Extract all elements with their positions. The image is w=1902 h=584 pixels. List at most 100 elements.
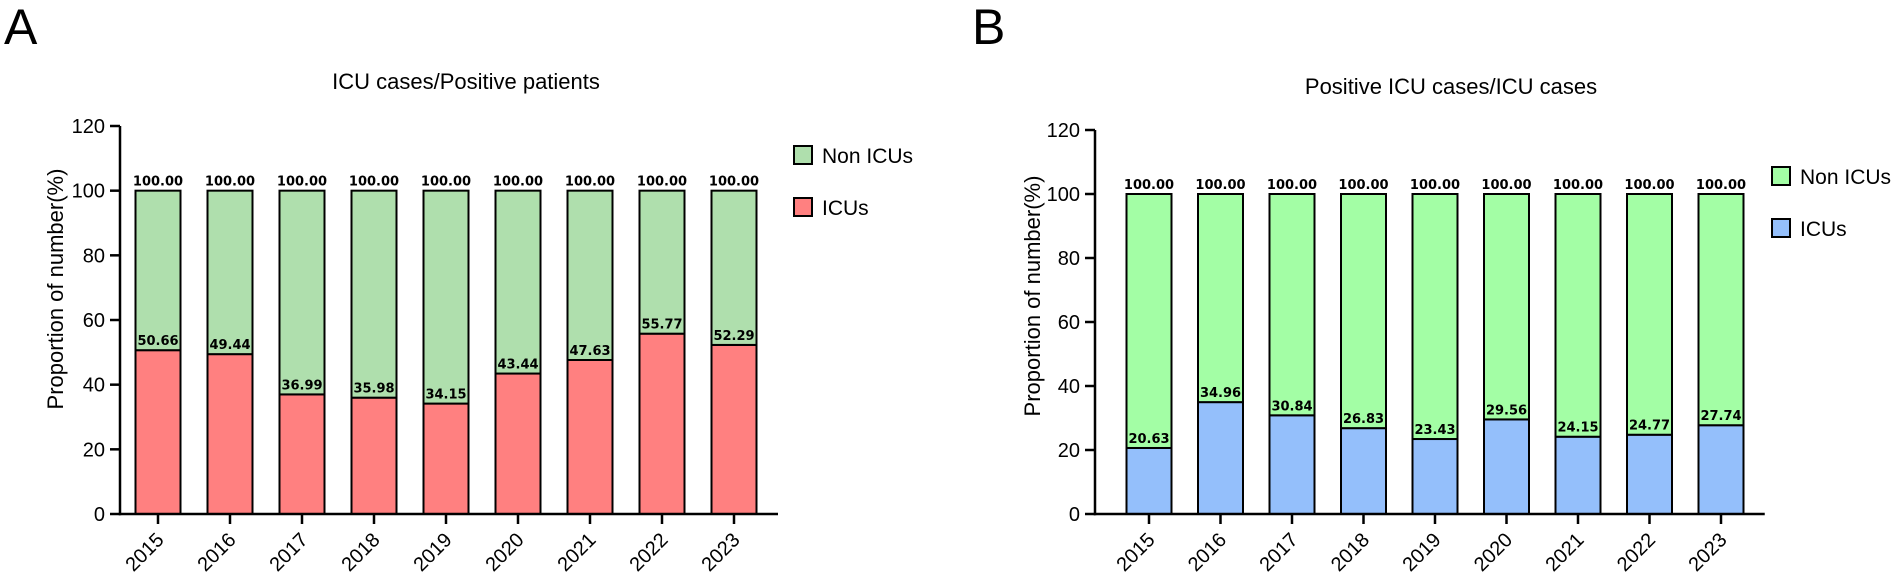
chart-a-bar-non-icus-2018	[350, 189, 398, 399]
chart-b-data-label-total-2022: 100.00	[1624, 178, 1674, 193]
chart-b-bar-icus-2015	[1125, 446, 1173, 516]
chart-a-bar-non-icus-2015	[134, 189, 182, 352]
chart-b-bar-non-icus-2021	[1554, 193, 1602, 438]
chart-a-data-label-total-2017: 100.00	[277, 175, 327, 190]
chart-a-data-label-icus-2020: 43.44	[497, 358, 538, 373]
chart-b-x-tick-label-2019: 2019	[1399, 529, 1446, 576]
chart-b-bar-icus-2019	[1411, 438, 1459, 515]
chart-b-x-tick-label-2015: 2015	[1113, 529, 1160, 576]
chart-a-legend-swatch-icus	[793, 197, 813, 217]
chart-b-bar-non-icus-2019	[1411, 193, 1459, 441]
chart-a-bar-icus-2020	[494, 372, 542, 515]
chart-b-data-label-total-2018: 100.00	[1338, 178, 1388, 193]
chart-b-data-label-total-2019: 100.00	[1410, 178, 1460, 193]
chart-a-x-tick-label-2017: 2017	[266, 529, 313, 576]
chart-a-y-tick-label: 20	[83, 439, 105, 461]
chart-a-y-axis-title: Proportion of number(%)	[43, 169, 68, 410]
chart-a-plot: 0 20 40 60 80 100 120 50.66 100.00 2015 49.44 100.0…	[72, 116, 913, 576]
chart-a-data-label-icus-2016: 49.44	[209, 338, 250, 353]
chart-a-data-label-icus-2019: 34.15	[425, 388, 466, 403]
chart-b-bar-icus-2022	[1626, 433, 1673, 515]
chart-b-data-label-icus-2020: 29.56	[1486, 403, 1527, 418]
chart-b-bar-non-icus-2015	[1125, 193, 1173, 449]
chart-a-bar-non-icus-2017	[278, 189, 326, 396]
chart-a-x-tick-label-2019: 2019	[410, 529, 457, 576]
chart-b-data-label-icus-2017: 30.84	[1271, 399, 1312, 414]
chart-b-data-label-icus-2019: 23.43	[1414, 423, 1455, 438]
chart-b-y-tick-label: 40	[1058, 376, 1080, 398]
chart-b-legend-swatch-non-icus	[1771, 166, 1791, 186]
chart-b-bar-non-icus-2020	[1483, 193, 1530, 421]
chart-b-bar-icus-2020	[1483, 418, 1530, 515]
chart-b-x-tick-label-2016: 2016	[1184, 529, 1231, 576]
chart-a-data-label-total-2016: 100.00	[205, 175, 255, 190]
chart-a-bar-icus-2023	[710, 343, 758, 515]
chart-a-data-label-total-2020: 100.00	[493, 175, 543, 190]
chart-a-bar-non-icus-2023	[710, 189, 758, 346]
chart-a-bar-icus-2022	[638, 332, 686, 515]
chart-b-data-label-total-2016: 100.00	[1195, 178, 1245, 193]
chart-b-bar-non-icus-2023	[1697, 193, 1745, 427]
chart-a-bar-icus-2016	[206, 353, 254, 516]
chart-b-bar-non-icus-2022	[1626, 193, 1673, 436]
chart-a-bar-icus-2018	[350, 396, 398, 516]
chart-a-bar-non-icus-2019	[422, 189, 470, 405]
chart-a-bar-non-icus-2021	[566, 189, 614, 361]
chart-a-bar-icus-2021	[566, 358, 614, 515]
chart-b-x-tick-label-2018: 2018	[1327, 529, 1374, 576]
chart-a-y-tick-label: 60	[83, 310, 105, 332]
chart-a-x-tick-label-2016: 2016	[194, 529, 241, 576]
chart-b-x-tick-label-2022: 2022	[1613, 529, 1660, 576]
chart-a-y-tick-label: 120	[72, 116, 105, 138]
chart-a-bar-non-icus-2016	[206, 189, 254, 356]
chart-b-data-label-icus-2023: 27.74	[1700, 409, 1741, 424]
chart-a-data-label-total-2018: 100.00	[349, 175, 399, 190]
chart-b-data-label-icus-2021: 24.15	[1557, 421, 1598, 436]
chart-a-y-tick-label: 0	[94, 504, 105, 526]
chart-b-bar-icus-2017	[1268, 414, 1316, 516]
chart-b-title: Positive ICU cases/ICU cases	[1305, 74, 1597, 99]
chart-a-data-label-icus-2022: 55.77	[641, 318, 682, 333]
chart-b-bar-icus-2023	[1697, 424, 1745, 515]
chart-b-y-tick-label: 120	[1047, 120, 1080, 142]
chart-b-data-label-total-2017: 100.00	[1267, 178, 1317, 193]
chart-a-data-label-icus-2021: 47.63	[569, 344, 610, 359]
chart-b-bar-icus-2018	[1340, 427, 1387, 516]
chart-a-data-label-icus-2015: 50.66	[137, 334, 178, 349]
chart-b-y-tick-label: 100	[1047, 184, 1080, 206]
chart-a-bar-icus-2019	[422, 402, 470, 515]
chart-b-data-label-total-2023: 100.00	[1696, 178, 1746, 193]
chart-b-x-tick-label-2021: 2021	[1542, 529, 1589, 576]
chart-a-data-label-icus-2018: 35.98	[353, 382, 394, 397]
chart-b-y-axis-title: Proportion of number(%)	[1020, 176, 1045, 417]
chart-b-y-tick-label: 20	[1058, 440, 1080, 462]
chart-b-data-label-icus-2015: 20.63	[1128, 432, 1169, 447]
chart-b-bar-icus-2021	[1554, 435, 1602, 515]
chart-a-x-tick-label-2021: 2021	[554, 529, 601, 576]
chart-a-y-tick-label: 40	[83, 375, 105, 397]
chart-b-bar-icus-2016	[1197, 401, 1244, 515]
chart-a-legend-swatch-non-icus	[793, 145, 813, 165]
chart-b-y-tick-label: 0	[1069, 504, 1080, 526]
chart-a-data-label-total-2019: 100.00	[421, 175, 471, 190]
chart-a-x-tick-label-2020: 2020	[482, 529, 529, 576]
chart-a-data-label-total-2022: 100.00	[637, 175, 687, 190]
chart-a-y-tick-label: 80	[83, 245, 105, 267]
chart-a-y-tick-label: 100	[72, 181, 105, 203]
chart-b-data-label-icus-2022: 24.77	[1629, 419, 1670, 434]
chart-a-data-label-total-2015: 100.00	[133, 175, 183, 190]
chart-b-data-label-icus-2016: 34.96	[1200, 386, 1241, 401]
chart-b-x-tick-label-2020: 2020	[1470, 529, 1517, 576]
chart-a-data-label-icus-2023: 52.29	[713, 329, 754, 344]
chart-a-data-label-total-2021: 100.00	[565, 175, 615, 190]
chart-a-bar-non-icus-2022	[638, 189, 686, 335]
chart-b-bar-non-icus-2016	[1197, 193, 1244, 404]
panel-label-b: B	[972, 0, 1005, 55]
chart-a-x-tick-label-2023: 2023	[698, 529, 745, 576]
chart-b-data-label-total-2015: 100.00	[1124, 178, 1174, 193]
chart-a-bar-non-icus-2020	[494, 189, 542, 375]
chart-a-bar-icus-2017	[278, 393, 326, 515]
chart-b-y-tick-label: 60	[1058, 312, 1080, 334]
chart-a-data-label-icus-2017: 36.99	[281, 378, 322, 393]
